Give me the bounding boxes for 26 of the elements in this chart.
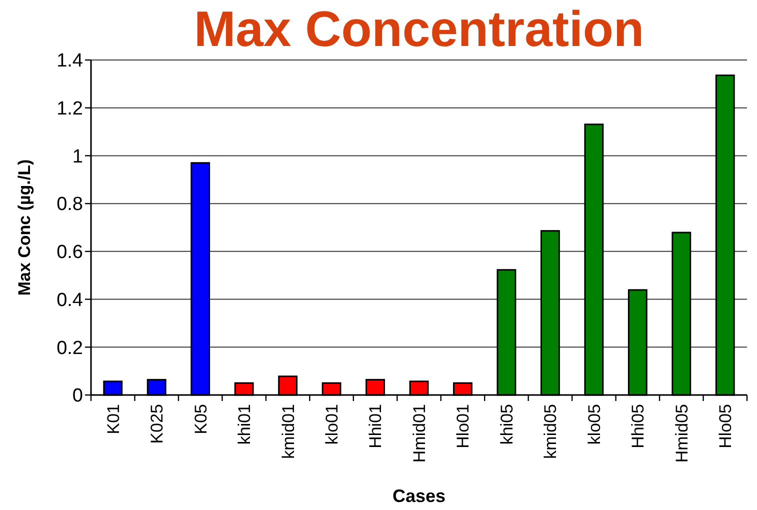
x-tick-label: Hlo05 [716,404,736,448]
x-tick-label: khi05 [497,404,516,445]
chart-title: Max Concentration [194,1,644,57]
y-tick-label: 1 [72,146,83,168]
x-tick-label: Hmid05 [672,404,692,463]
x-tick-label: klo01 [322,404,342,445]
y-tick-label: 0 [72,386,83,407]
y-tick-label: 0.6 [56,242,83,264]
x-tick-label: K05 [191,404,210,434]
x-tick-label: kmid05 [541,404,560,459]
x-axis-title: Cases [392,486,446,506]
x-tick-label: klo05 [584,404,604,445]
x-tick-label: kmid01 [278,404,298,459]
x-tick-label: Hhi01 [366,404,386,448]
y-tick-label: 0.8 [56,194,83,216]
y-axis-title: Max Conc (µg./L) [15,159,34,296]
x-tick-label: Hhi05 [628,404,648,448]
x-tick-label: Hlo01 [454,404,473,448]
x-tick-label: K025 [148,404,167,444]
y-tick-label: 1.2 [56,98,83,120]
y-tick-label: 1.4 [56,50,84,72]
x-tick-label: khi01 [235,404,254,445]
y-tick-label: 0.2 [56,338,83,359]
x-tick-label: K01 [104,404,123,434]
y-tick-label: 0.4 [56,290,84,311]
x-tick-label: Hmid01 [410,404,429,463]
